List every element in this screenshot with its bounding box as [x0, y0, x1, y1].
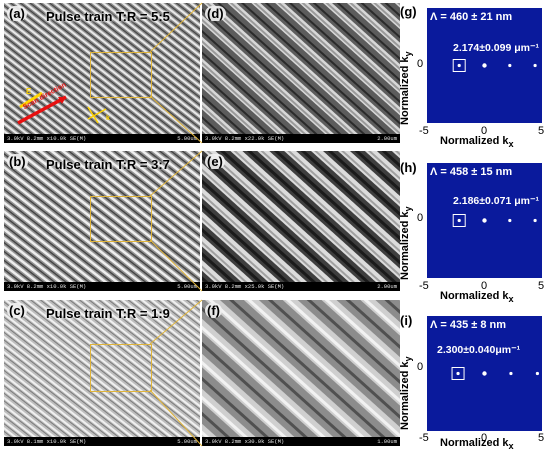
peak-highlight-box — [451, 367, 465, 380]
panel-label: (d) — [205, 6, 226, 21]
sem-info-text: 3.0kV 8.2mm x25.0k SE(M) — [205, 283, 285, 290]
e-field-label: E — [26, 87, 32, 96]
y-axis-label: Normalized ky — [399, 356, 414, 430]
sem-info-text: 3.0kV 8.1mm x10.0k SE(M) — [7, 438, 87, 445]
y-axis-label: Normalized ky — [399, 206, 414, 280]
fft-peak — [456, 371, 460, 376]
sem-info-bar: 3.0kV 8.2mm x25.0k SE(M) 2.00um — [202, 282, 400, 291]
fft-peak — [535, 371, 539, 376]
sem-info-text: 3.0kV 8.2mm x10.0k SE(M) — [7, 135, 87, 142]
sem-info-bar: 3.0kV 8.2mm x30.0k SE(M) 1.00um — [202, 437, 400, 446]
panel-label: (f) — [205, 303, 222, 318]
fft-peak — [533, 63, 537, 68]
period-text: Λ = 458 ± 15 nm — [430, 166, 513, 178]
fft-peak — [482, 218, 487, 223]
panel-title: Pulse train T:R = 5:5 — [46, 9, 170, 24]
scale-text: 5.00um — [177, 438, 197, 445]
fft-peak — [508, 63, 512, 68]
fft-plot-i: Λ = 435 ± 8 nm 2.300±0.040μm⁻¹ — [427, 316, 542, 431]
fft-plot-g: Λ = 460 ± 21 nm 2.174±0.099 μm⁻¹ — [427, 8, 542, 123]
frequency-text: 2.300±0.040μm⁻¹ — [437, 344, 521, 356]
sem-panel-c: (c) Pulse train T:R = 1:9 3.0kV 8.1mm x1… — [4, 300, 200, 446]
fft-peak — [457, 218, 461, 223]
fft-peak — [482, 63, 487, 68]
sem-panel-b: (b) Pulse train T:R = 3:7 3.0kV 8.2mm x1… — [4, 151, 200, 291]
x-tick-label: -5 — [419, 125, 429, 137]
x-tick-label: 0 — [481, 432, 488, 444]
scale-text: 2.00um — [377, 283, 397, 290]
sem-panel-a: (a) Pulse train T:R = 5:5 E Scan directi… — [4, 3, 200, 143]
fft-marks — [452, 59, 537, 72]
x-axis-label: Normalized kx — [440, 135, 514, 150]
panel-title: Pulse train T:R = 3:7 — [46, 157, 170, 172]
x-axis-label: Normalized kx — [440, 437, 514, 452]
x-tick-label: -5 — [419, 280, 429, 292]
sem-info-bar: 3.0kV 8.2mm x10.0k SE(M) 5.00um — [4, 134, 200, 143]
peak-highlight-box — [452, 59, 466, 72]
x-tick-label: 5 — [538, 125, 545, 137]
frequency-text: 2.186±0.071 μm⁻¹ — [453, 195, 540, 207]
panel-label: (i) — [400, 313, 413, 328]
fft-marks — [451, 367, 539, 380]
k-label: k — [106, 115, 110, 122]
panel-title: Pulse train T:R = 1:9 — [46, 306, 170, 321]
scale-text: 2.00um — [377, 135, 397, 142]
period-text: Λ = 435 ± 8 nm — [430, 319, 507, 331]
fft-peak — [533, 218, 537, 223]
scale-text: 1.00um — [377, 438, 397, 445]
sem-image-f — [202, 300, 400, 446]
panel-label: (h) — [400, 160, 417, 175]
y-tick-label: 0 — [417, 361, 424, 373]
x-tick-label: 5 — [538, 280, 545, 292]
panel-label: (g) — [400, 4, 417, 19]
y-tick-label: 0 — [417, 212, 424, 224]
x-tick-label: -5 — [419, 432, 429, 444]
sem-info-bar: 3.0kV 8.2mm x10.0k SE(M) 5.00um — [4, 282, 200, 291]
sem-image-e — [202, 151, 400, 291]
roi-box — [90, 52, 152, 98]
peak-highlight-box — [452, 214, 466, 227]
y-axis-label: Normalized ky — [399, 51, 414, 125]
panel-label: (e) — [205, 154, 225, 169]
panel-label: (b) — [7, 154, 28, 169]
fft-plot-h: Λ = 458 ± 15 nm 2.186±0.071 μm⁻¹ — [427, 163, 542, 278]
period-text: Λ = 460 ± 21 nm — [430, 11, 513, 23]
fft-peak — [482, 371, 487, 376]
sem-info-bar: 3.0kV 8.1mm x10.0k SE(M) 5.00um — [4, 437, 200, 446]
x-axis-label: Normalized kx — [440, 290, 514, 305]
roi-box — [90, 344, 152, 392]
sem-info-text: 3.0kV 8.2mm x10.0k SE(M) — [7, 283, 87, 290]
sem-panel-e: (e) 3.0kV 8.2mm x25.0k SE(M) 2.00um — [202, 151, 400, 291]
sem-panel-f: (f) 3.0kV 8.2mm x30.0k SE(M) 1.00um — [202, 300, 400, 446]
y-tick-label: 0 — [417, 58, 424, 70]
fft-peak — [509, 371, 513, 376]
sem-info-text: 3.0kV 8.2mm x30.0k SE(M) — [205, 438, 285, 445]
x-tick-label: 5 — [538, 432, 545, 444]
sem-info-text: 3.0kV 8.2mm x22.0k SE(M) — [205, 135, 285, 142]
x-tick-label: 0 — [481, 125, 488, 137]
fft-peak — [508, 218, 512, 223]
roi-box — [90, 196, 152, 242]
scale-text: 5.00um — [177, 283, 197, 290]
fft-peak — [457, 63, 461, 68]
sem-info-bar: 3.0kV 8.2mm x22.0k SE(M) 2.00um — [202, 134, 400, 143]
fft-marks — [452, 214, 537, 227]
sem-panel-d: (d) 3.0kV 8.2mm x22.0k SE(M) 2.00um — [202, 3, 400, 143]
x-tick-label: 0 — [481, 280, 488, 292]
scale-text: 5.00um — [177, 135, 197, 142]
panel-label: (a) — [7, 6, 27, 21]
sem-image-d — [202, 3, 400, 143]
panel-label: (c) — [7, 303, 27, 318]
frequency-text: 2.174±0.099 μm⁻¹ — [453, 42, 540, 54]
